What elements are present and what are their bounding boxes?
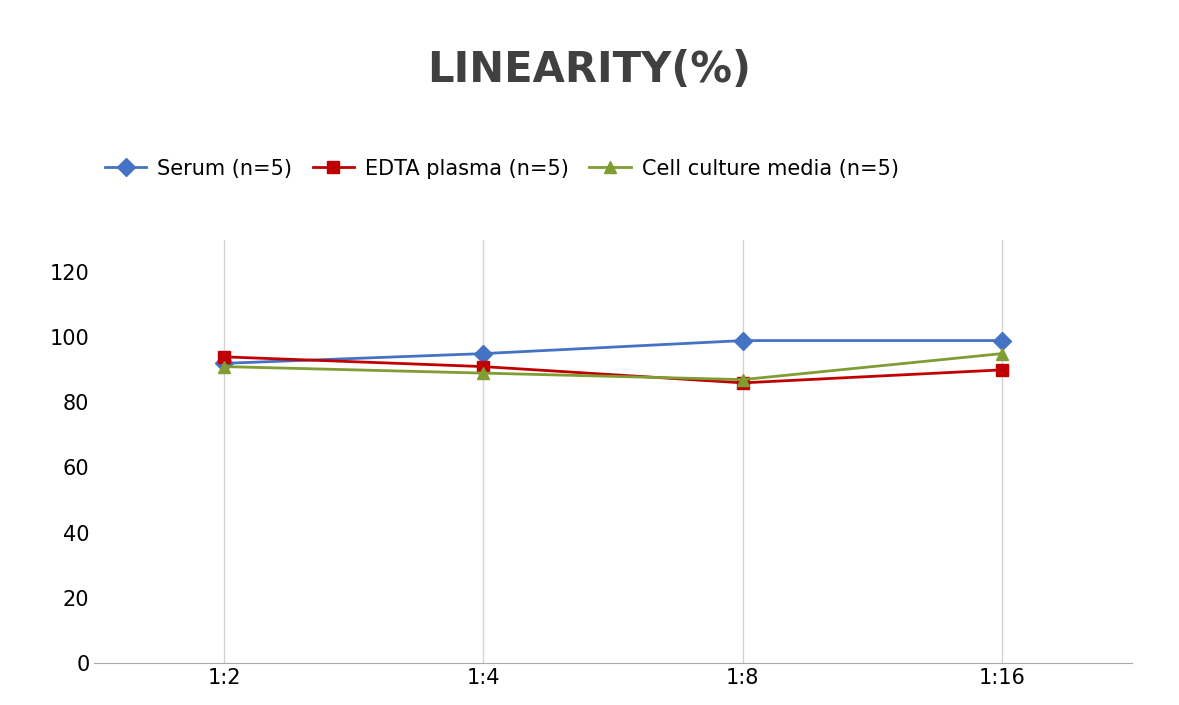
- Line: EDTA plasma (n=5): EDTA plasma (n=5): [218, 351, 1008, 388]
- EDTA plasma (n=5): [217, 352, 231, 361]
- Text: LINEARITY(%): LINEARITY(%): [428, 49, 751, 92]
- EDTA plasma (n=5): [736, 379, 750, 387]
- Serum (n=5): [476, 350, 490, 358]
- Cell culture media (n=5): [736, 375, 750, 384]
- EDTA plasma (n=5): [995, 366, 1009, 374]
- Serum (n=5): [995, 336, 1009, 345]
- Line: Serum (n=5): Serum (n=5): [218, 334, 1008, 369]
- Line: Cell culture media (n=5): Cell culture media (n=5): [218, 348, 1008, 386]
- Cell culture media (n=5): [217, 362, 231, 371]
- Cell culture media (n=5): [476, 369, 490, 377]
- Serum (n=5): [217, 359, 231, 367]
- Cell culture media (n=5): [995, 350, 1009, 358]
- Serum (n=5): [736, 336, 750, 345]
- Legend: Serum (n=5), EDTA plasma (n=5), Cell culture media (n=5): Serum (n=5), EDTA plasma (n=5), Cell cul…: [105, 159, 898, 178]
- EDTA plasma (n=5): [476, 362, 490, 371]
